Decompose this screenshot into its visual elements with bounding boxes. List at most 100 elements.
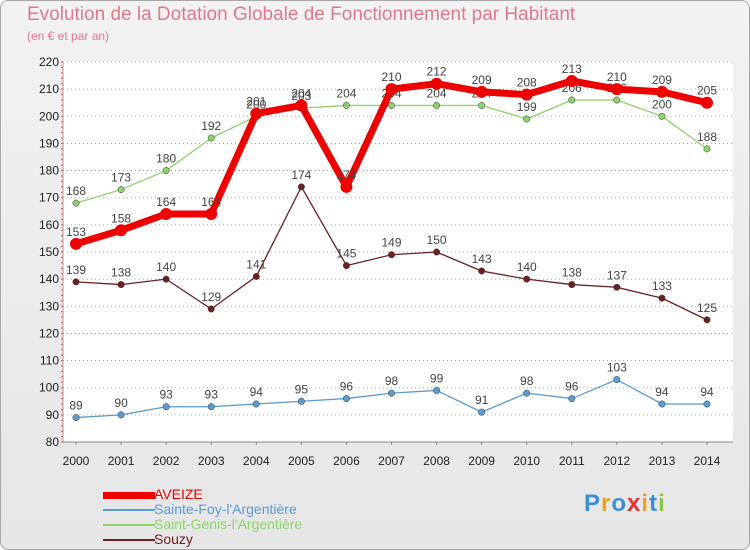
- y-tick-label: 80: [46, 435, 60, 449]
- data-point: [342, 395, 350, 403]
- logo-letter: o: [611, 490, 628, 517]
- y-tick-label: 170: [39, 191, 59, 205]
- data-point: [117, 186, 125, 194]
- x-tick-label: 2005: [288, 454, 315, 468]
- y-tick-label: 210: [39, 82, 59, 96]
- data-label: 192: [201, 119, 221, 133]
- x-tick-label: 2000: [63, 454, 90, 468]
- y-tick-label: 130: [39, 299, 59, 313]
- x-tick-label: 2004: [243, 454, 270, 468]
- x-tick-label: 2003: [198, 454, 225, 468]
- data-point: [162, 275, 170, 283]
- data-point: [342, 262, 350, 270]
- data-point: [658, 294, 666, 302]
- x-tick-label: 2008: [423, 454, 450, 468]
- data-label: 93: [205, 388, 219, 402]
- data-point: [295, 99, 308, 112]
- data-point: [478, 267, 486, 275]
- y-tick-label: 150: [39, 245, 59, 259]
- y-tick-label: 160: [39, 218, 59, 232]
- data-label: 98: [385, 374, 399, 388]
- data-label: 174: [336, 168, 356, 182]
- data-label: 208: [517, 76, 537, 90]
- data-point: [207, 134, 215, 142]
- data-point: [72, 414, 80, 422]
- data-label: 153: [66, 225, 86, 239]
- logo-letter: r: [601, 490, 612, 517]
- x-tick-label: 2010: [513, 454, 540, 468]
- data-label: 139: [66, 263, 86, 277]
- data-label: 200: [246, 97, 266, 111]
- data-point: [115, 224, 128, 237]
- legend-label: Saint-Genis-l'Argentière: [154, 516, 303, 532]
- data-label: 140: [517, 260, 537, 274]
- data-point: [250, 107, 263, 120]
- data-label: 204: [291, 86, 311, 100]
- data-label: 129: [201, 290, 221, 304]
- data-label: 140: [156, 260, 176, 274]
- data-point: [701, 96, 713, 109]
- data-label: 210: [607, 70, 627, 84]
- data-point: [433, 101, 441, 109]
- data-point: [478, 101, 486, 109]
- data-point: [658, 112, 666, 120]
- data-point: [475, 85, 488, 98]
- data-label: 180: [156, 152, 176, 166]
- data-point: [252, 272, 260, 280]
- data-point: [207, 403, 215, 411]
- legend-swatch: [103, 509, 155, 511]
- logo-letter: t: [649, 490, 659, 517]
- x-tick-label: 2001: [108, 454, 135, 468]
- data-label: 174: [291, 168, 311, 182]
- data-point: [297, 397, 305, 405]
- data-label: 204: [427, 86, 447, 100]
- data-point: [162, 167, 170, 175]
- data-label: 133: [652, 279, 672, 293]
- data-point: [117, 281, 125, 289]
- logo-letter: i: [658, 490, 666, 517]
- data-point: [655, 85, 668, 98]
- data-label: 209: [652, 73, 672, 87]
- data-point: [520, 88, 533, 101]
- data-point: [703, 400, 711, 408]
- legend-label: AVEIZE: [154, 486, 203, 502]
- legend-label: Souzy: [154, 531, 193, 547]
- data-label: 200: [652, 97, 672, 111]
- y-tick-label: 220: [39, 55, 59, 69]
- data-label: 141: [246, 257, 266, 271]
- data-label: 188: [697, 130, 717, 144]
- data-label: 149: [381, 236, 401, 250]
- data-label: 209: [472, 73, 492, 87]
- data-label: 203: [291, 89, 311, 103]
- data-label: 204: [336, 86, 356, 100]
- data-point: [568, 281, 576, 289]
- y-tick-label: 110: [40, 354, 59, 368]
- data-point: [385, 83, 398, 96]
- data-label: 98: [520, 374, 534, 388]
- data-label: 93: [159, 388, 173, 402]
- data-label: 90: [114, 396, 128, 410]
- data-label: 96: [340, 380, 354, 394]
- x-tick-label: 2014: [694, 454, 721, 468]
- data-point: [207, 305, 215, 313]
- x-tick-label: 2012: [604, 454, 631, 468]
- data-point: [703, 145, 711, 153]
- data-point: [160, 208, 173, 220]
- legend-swatch: [103, 491, 155, 499]
- data-label: 143: [472, 252, 492, 266]
- x-tick-label: 2007: [378, 454, 405, 468]
- x-tick-label: 2002: [153, 454, 180, 468]
- logo-letter: x: [627, 490, 642, 517]
- data-point: [72, 199, 80, 207]
- data-point: [388, 101, 395, 109]
- data-label: 91: [475, 393, 489, 407]
- data-point: [388, 389, 395, 397]
- data-point: [613, 96, 621, 104]
- data-label: 201: [246, 95, 266, 109]
- data-point: [610, 83, 623, 96]
- chart-title: Evolution de la Dotation Globale de Fonc…: [27, 4, 576, 25]
- data-point: [523, 275, 531, 283]
- data-point: [568, 395, 576, 403]
